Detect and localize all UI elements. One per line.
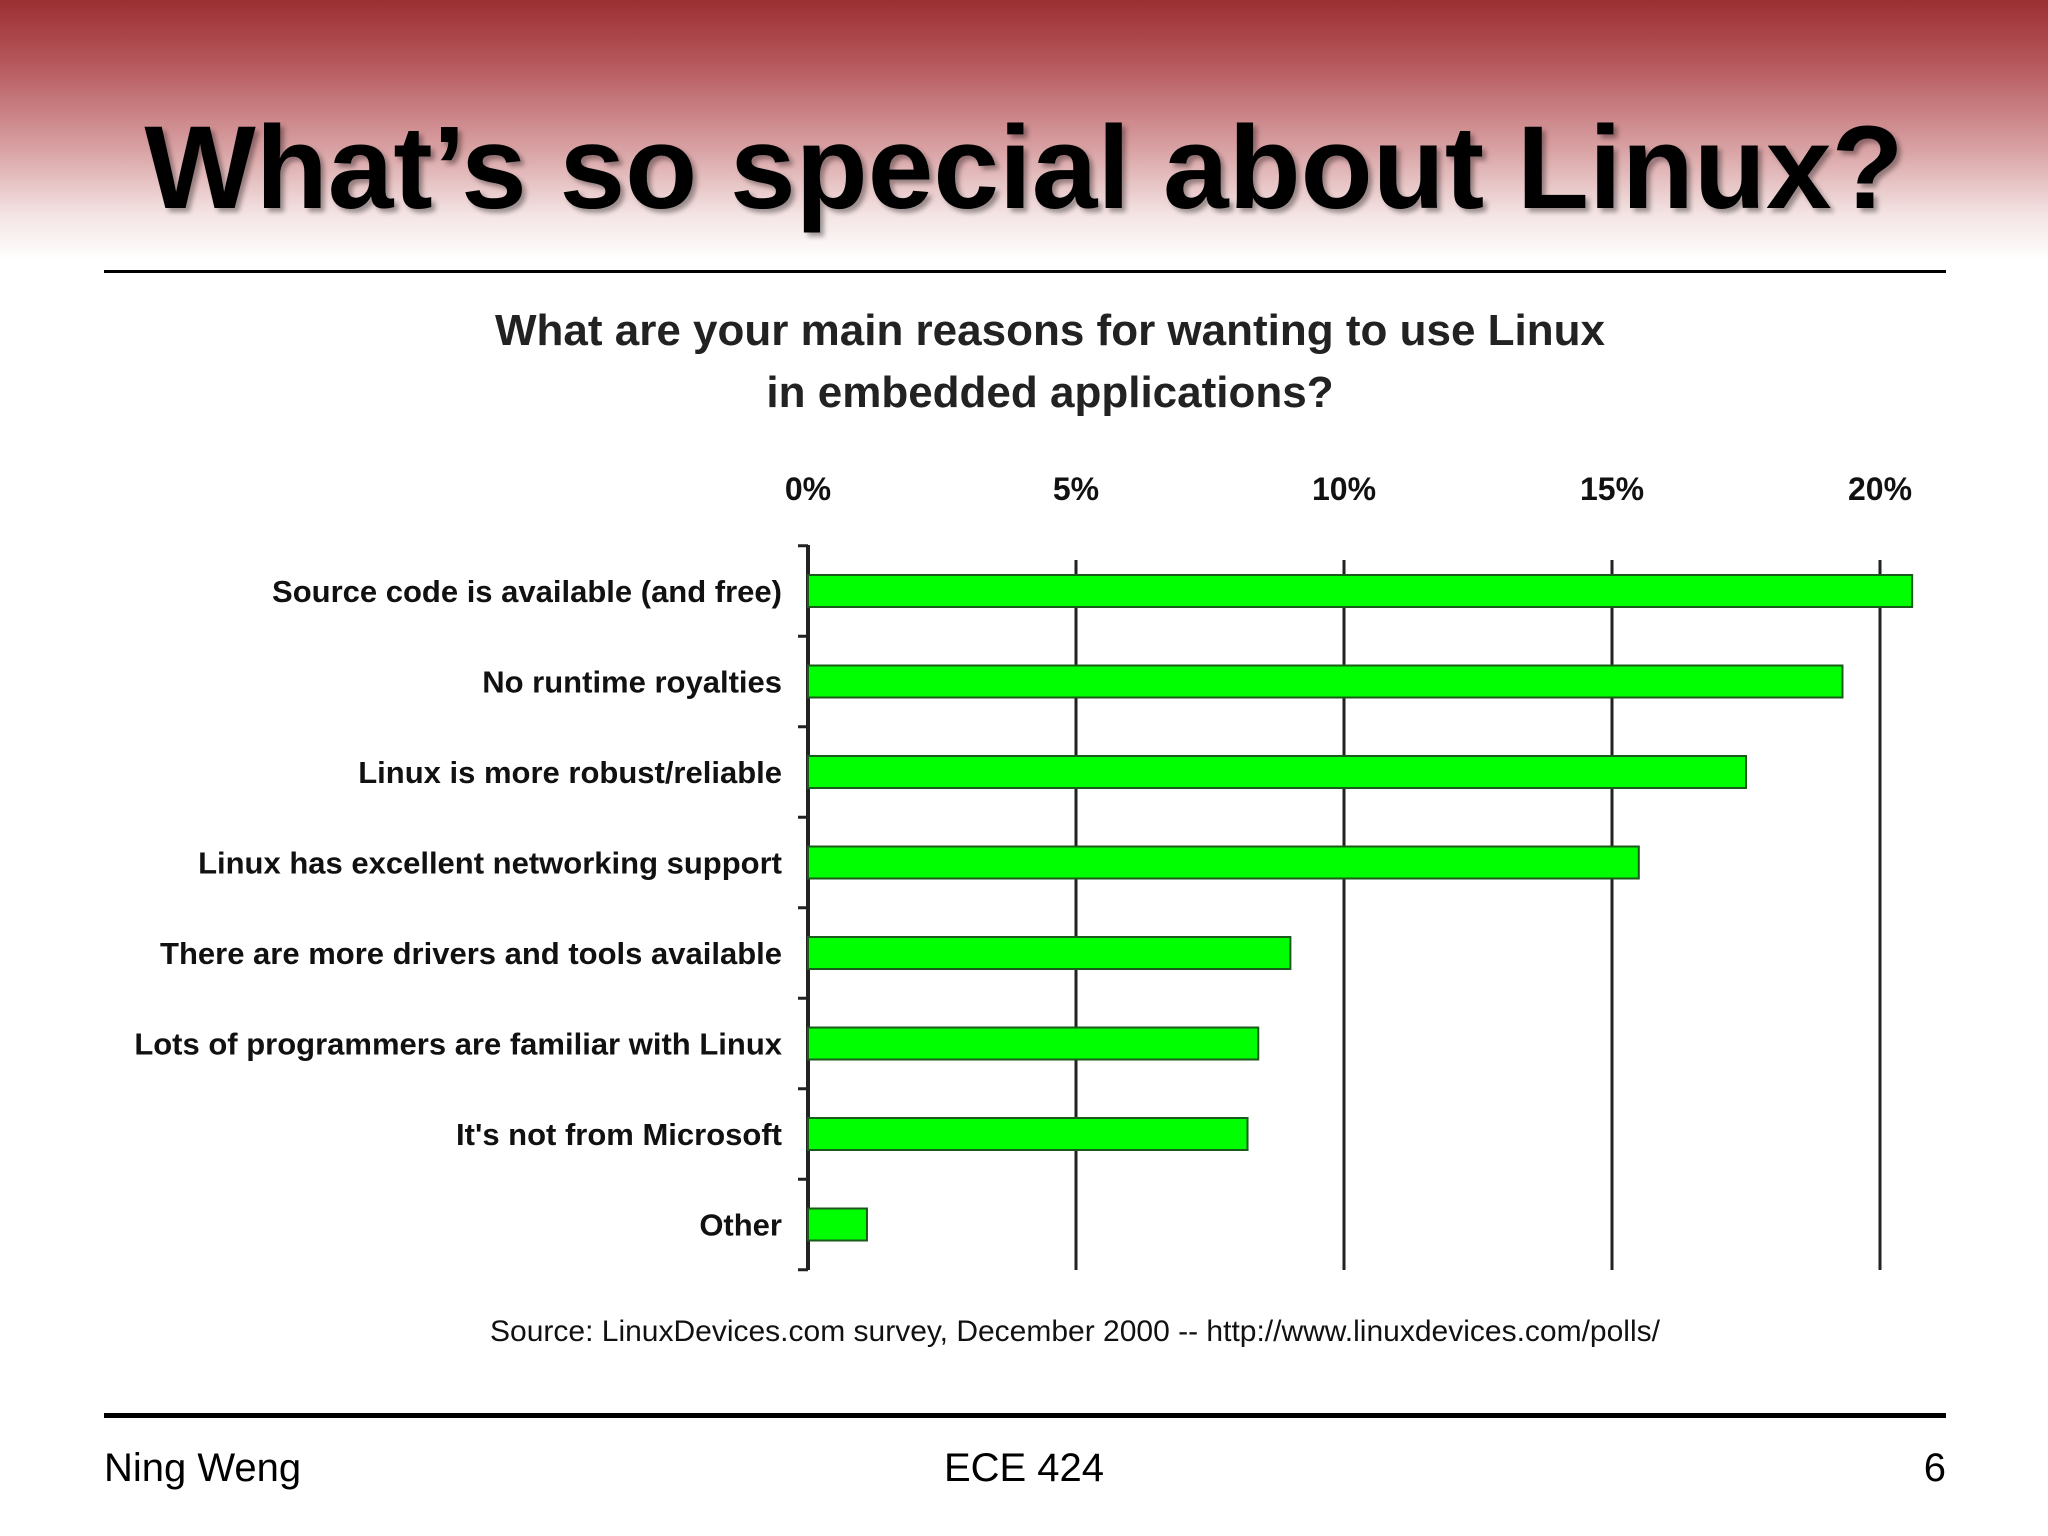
chart-source-note: Source: LinuxDevices.com survey, Decembe… bbox=[490, 1315, 1661, 1348]
category-label: Source code is available (and free) bbox=[272, 574, 782, 609]
bar bbox=[807, 574, 1914, 608]
category-label: Other bbox=[699, 1208, 782, 1243]
bar bbox=[807, 936, 1292, 970]
category-label: Linux is more robust/reliable bbox=[358, 755, 782, 790]
footer-divider bbox=[104, 1413, 1946, 1418]
chart-title-line: in embedded applications? bbox=[766, 368, 1333, 417]
category-label: No runtime royalties bbox=[482, 665, 782, 700]
x-tick-label: 5% bbox=[1053, 471, 1099, 507]
footer-author: Ning Weng bbox=[104, 1446, 302, 1490]
chart-title-line: What are your main reasons for wanting t… bbox=[495, 306, 1605, 355]
title-divider bbox=[104, 270, 1946, 273]
x-tick-label: 10% bbox=[1312, 471, 1376, 507]
bar-chart: What are your main reasons for wanting t… bbox=[134, 306, 1914, 1348]
bar bbox=[807, 664, 1844, 699]
bar bbox=[807, 1207, 868, 1242]
footer-page-number: 6 bbox=[1923, 1446, 1946, 1490]
category-label: Lots of programmers are familiar with Li… bbox=[134, 1027, 782, 1062]
category-label: There are more drivers and tools availab… bbox=[160, 936, 782, 971]
slide-title: What’s so special about Linux? bbox=[144, 102, 1904, 234]
x-tick-label: 15% bbox=[1580, 471, 1644, 507]
bar bbox=[807, 1117, 1249, 1151]
x-tick-label: 20% bbox=[1848, 471, 1912, 507]
bar bbox=[807, 1026, 1260, 1061]
title-background-band bbox=[0, 0, 2048, 270]
footer-course: ECE 424 bbox=[943, 1446, 1105, 1490]
category-label: It's not from Microsoft bbox=[456, 1117, 782, 1152]
bar bbox=[807, 755, 1747, 789]
category-label: Linux has excellent networking support bbox=[198, 846, 782, 881]
x-tick-label: 0% bbox=[785, 471, 831, 507]
bar bbox=[807, 845, 1640, 880]
